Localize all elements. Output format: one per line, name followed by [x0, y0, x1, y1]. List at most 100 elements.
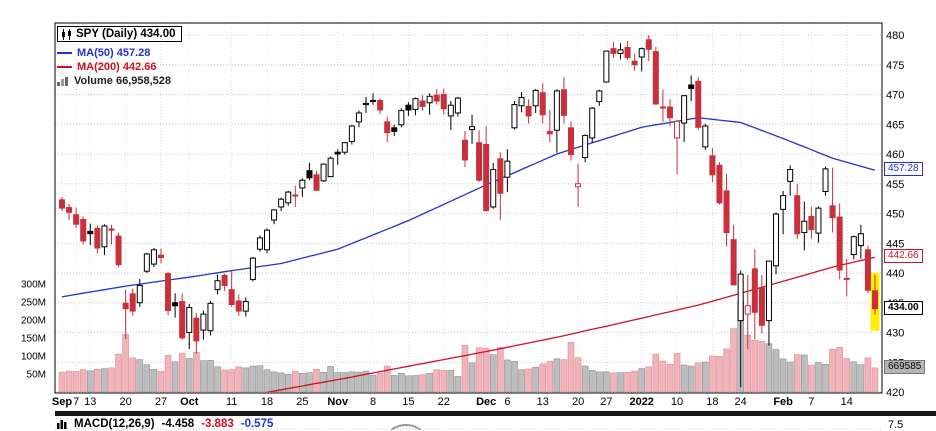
- svg-text:450: 450: [886, 209, 904, 221]
- svg-text:250M: 250M: [21, 298, 46, 309]
- volume-bar: [412, 375, 419, 392]
- ma200-swatch: [57, 65, 72, 68]
- candlestick: [228, 289, 235, 306]
- candles-layer: [59, 35, 878, 388]
- candlestick: [377, 99, 384, 111]
- svg-text:2022: 2022: [629, 396, 653, 408]
- ma200-label: MA(200) 442.66: [77, 60, 157, 73]
- candlestick: [306, 170, 313, 179]
- svg-text:24: 24: [735, 396, 747, 408]
- ma50-swatch: [57, 51, 72, 54]
- svg-text:100M: 100M: [21, 352, 46, 363]
- candlestick: [235, 300, 242, 312]
- volume-bar: [751, 339, 759, 392]
- candlestick: [652, 51, 659, 105]
- candlestick: [165, 273, 172, 311]
- candlestick: [264, 229, 271, 251]
- volume-bar: [348, 371, 356, 392]
- volume-bar: [398, 372, 405, 392]
- candlestick: [666, 106, 673, 119]
- candlestick: [348, 125, 355, 143]
- volume-bar: [79, 369, 87, 392]
- ma200-axis-badge: 442.66: [884, 249, 923, 264]
- volume-bar: [334, 372, 342, 392]
- volume-bar: [101, 368, 108, 392]
- candlestick: [857, 233, 864, 247]
- volume-bar: [86, 370, 94, 392]
- svg-text:Sep: Sep: [52, 396, 72, 408]
- svg-text:25: 25: [296, 396, 308, 408]
- candlestick: [398, 110, 405, 126]
- svg-text:50M: 50M: [27, 370, 46, 381]
- volume-bar: [122, 334, 129, 392]
- macd-legend: MACD(12,26,9) -4.458 -3.883 -0.575: [57, 418, 273, 430]
- svg-text:Nov: Nov: [327, 396, 349, 408]
- macd-axis-label: 7.5: [888, 419, 904, 431]
- volume-bar: [200, 360, 207, 392]
- svg-text:11: 11: [226, 396, 237, 408]
- candlestick: [412, 98, 419, 110]
- volume-bar: [249, 365, 257, 392]
- volume-bar: [65, 370, 73, 392]
- volume-bar: [539, 363, 547, 392]
- volume-bar: [793, 354, 801, 392]
- candlestick: [454, 97, 461, 114]
- candlestick: [157, 254, 164, 259]
- volume-bar: [850, 361, 858, 392]
- volume-bar: [419, 374, 426, 392]
- volume-bar: [532, 366, 539, 392]
- volume-bar: [765, 343, 773, 392]
- volume-bar: [426, 372, 433, 392]
- volume-bar: [638, 368, 646, 392]
- svg-text:440: 440: [886, 268, 904, 280]
- volume-bar: [482, 348, 490, 392]
- svg-text:13: 13: [84, 396, 96, 408]
- candlestick: [688, 84, 695, 90]
- svg-text:22: 22: [438, 396, 450, 408]
- candlestick: [864, 249, 871, 291]
- volume-bar: [645, 366, 653, 392]
- macd-value-3: -0.575: [240, 418, 274, 430]
- volume-axis-labels: 300M 250M 200M 150M 100M 50M: [21, 280, 46, 381]
- svg-text:200M: 200M: [21, 316, 46, 327]
- svg-text:Feb: Feb: [773, 396, 793, 408]
- volume-bar: [497, 347, 504, 392]
- candlestick: [773, 213, 780, 267]
- candlestick: [723, 190, 730, 234]
- volume-bar: [207, 360, 214, 392]
- candlestick: [320, 163, 327, 182]
- volume-bar: [94, 369, 101, 392]
- candlestick: [370, 99, 377, 102]
- candlestick: [751, 268, 758, 313]
- svg-text:430: 430: [886, 328, 904, 340]
- volume-bar: [475, 347, 483, 392]
- volume-bar: [673, 353, 681, 392]
- ma200-legend: MA(200) 442.66: [57, 61, 182, 73]
- candlestick: [617, 49, 624, 54]
- candlestick: [334, 151, 341, 155]
- candlestick: [808, 215, 815, 231]
- ma50-line: [61, 117, 876, 298]
- candlestick: [129, 293, 136, 312]
- candlestick: [256, 237, 263, 250]
- candlestick: [504, 160, 511, 178]
- volume-bar: [221, 369, 228, 392]
- candlestick: [179, 301, 186, 339]
- candlestick: [405, 104, 412, 111]
- volume-bar: [362, 370, 370, 392]
- volume-bar: [553, 358, 561, 392]
- volume-bar: [723, 348, 730, 392]
- svg-text:20: 20: [572, 396, 584, 408]
- svg-text:Oct: Oct: [180, 396, 199, 408]
- candlestick: [299, 179, 306, 189]
- volume-bar: [214, 366, 221, 392]
- volume-bar: [178, 353, 186, 392]
- candlestick: [483, 143, 490, 212]
- volume-bar: [560, 359, 568, 392]
- candlestick: [193, 317, 200, 342]
- svg-text:445: 445: [886, 238, 904, 250]
- candlestick: [292, 194, 299, 197]
- candlestick: [497, 158, 504, 194]
